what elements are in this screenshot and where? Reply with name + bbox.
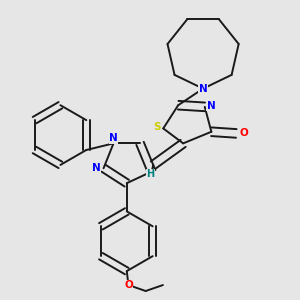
- Text: N: N: [109, 134, 118, 143]
- Text: N: N: [92, 163, 100, 173]
- Text: N: N: [207, 101, 216, 111]
- Text: O: O: [124, 280, 133, 290]
- Text: N: N: [199, 84, 208, 94]
- Text: H: H: [147, 169, 155, 179]
- Text: S: S: [153, 122, 160, 132]
- Text: O: O: [239, 128, 248, 138]
